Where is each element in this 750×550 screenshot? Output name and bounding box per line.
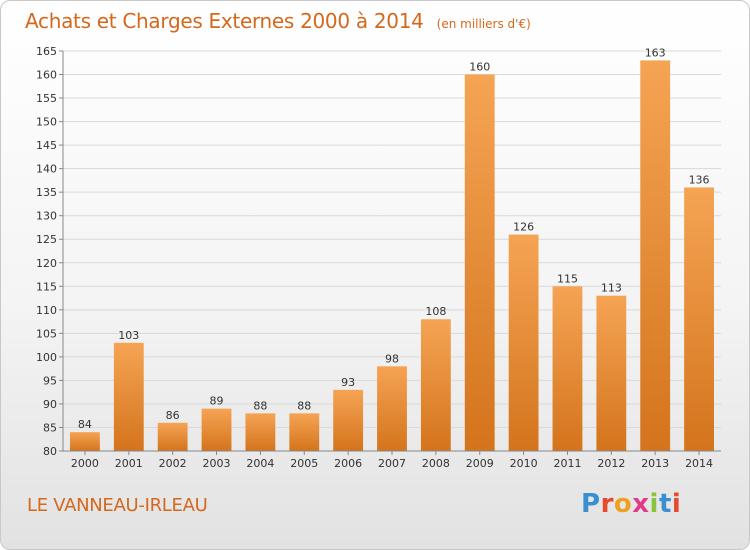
x-tick-label: 2001 [115,457,143,470]
data-label: 136 [689,173,710,186]
bar-2006 [333,389,364,451]
data-label: 93 [341,376,355,389]
bar-2011 [552,286,583,451]
bar-2012 [596,295,627,451]
data-label: 98 [385,352,399,365]
y-axis: 80 85 90 95 100 105 110 115 120 125 130 135 140 145 15… [36,45,64,458]
x-tick-label: 2002 [159,457,187,470]
y-tick-label: 90 [43,398,57,411]
y-tick-label: 145 [36,139,57,152]
data-label: 88 [253,399,267,412]
x-tick-label: 2010 [510,457,538,470]
y-tick-label: 125 [36,233,57,246]
y-tick-label: 165 [36,45,57,58]
bars: 84 103 86 89 88 88 93 98 108 160 126 115 113 163 136 [70,46,714,451]
y-tick-label: 120 [36,257,57,270]
y-tick-label: 135 [36,186,57,199]
logo-letter: x [632,489,650,519]
title-row: Achats et Charges Externes 2000 à 2014 (… [25,9,531,33]
data-label: 103 [118,329,139,342]
x-axis: 2000 2001 2002 2003 2004 2005 2006 2007 2008 2009… [63,450,721,470]
bar-2005 [289,413,320,451]
x-tick-label: 2006 [334,457,362,470]
logo-letter: t [658,489,672,519]
logo-letter: o [613,489,633,519]
y-tick-label: 150 [36,116,57,129]
data-label: 108 [425,305,446,318]
logo-letter: P [581,489,601,519]
bar-2010 [508,234,539,451]
x-tick-label: 2008 [422,457,450,470]
y-tick-label: 110 [36,304,57,317]
x-tick-label: 2000 [71,457,99,470]
data-label: 86 [166,409,180,422]
data-label: 89 [210,395,224,408]
y-tick-label: 140 [36,163,57,176]
data-label: 126 [513,221,534,234]
bar-2002 [157,422,188,451]
y-tick-label: 85 [43,421,57,434]
x-tick-label: 2007 [378,457,406,470]
bar-2001 [113,342,144,451]
y-tick-label: 130 [36,210,57,223]
data-label: 160 [469,61,490,74]
y-tick-label: 80 [43,445,57,458]
bar-2008 [420,319,451,451]
logo-letter: r [600,489,614,519]
y-tick-label: 115 [36,280,57,293]
x-tick-label: 2012 [597,457,625,470]
data-label: 115 [557,272,578,285]
bar-2013 [640,60,671,451]
bar-2000 [70,432,100,451]
x-tick-label: 2009 [466,457,494,470]
logo-letter: i [671,489,682,519]
data-label: 113 [601,282,622,295]
y-tick-label: 105 [36,327,57,340]
x-tick-label: 2004 [246,457,274,470]
bar-2009 [464,74,495,451]
x-tick-label: 2011 [553,457,581,470]
x-tick-label: 2005 [290,457,318,470]
chart-subtitle: (en milliers d'€) [436,17,531,31]
y-tick-label: 160 [36,69,57,82]
data-label: 84 [78,418,92,431]
y-tick-label: 95 [43,374,57,387]
bar-2004 [245,413,276,451]
data-label: 88 [297,399,311,412]
bar-2007 [377,366,407,451]
y-tick-label: 155 [36,92,57,105]
proxiti-logo: Proxiti [581,489,681,519]
x-tick-label: 2013 [641,457,669,470]
logo-letter: i [649,489,659,519]
y-tick-label: 100 [36,351,57,364]
chart-title: Achats et Charges Externes 2000 à 2014 [25,9,424,33]
data-label: 163 [645,46,666,59]
bar-2003 [201,408,232,451]
town-name: LE VANNEAU-IRLEAU [27,495,208,516]
x-tick-label: 2014 [685,457,713,470]
x-tick-label: 2003 [203,457,231,470]
bar-2014 [684,187,714,451]
